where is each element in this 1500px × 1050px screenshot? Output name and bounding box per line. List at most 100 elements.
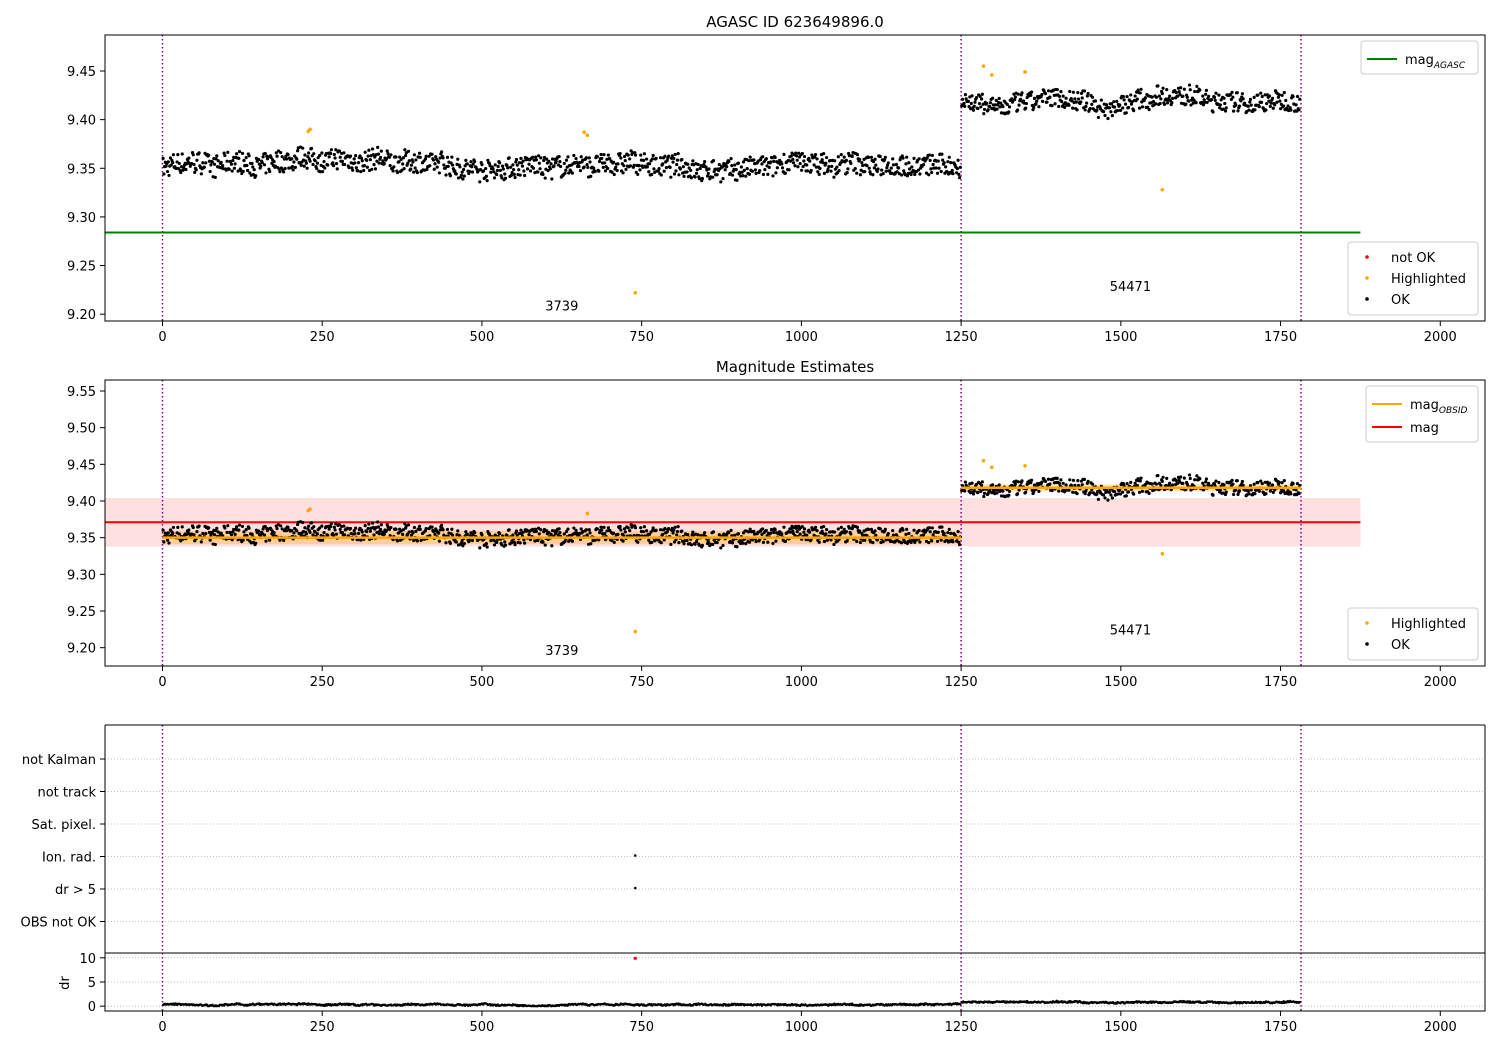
ok-point [299,163,303,167]
ok-point [790,151,794,155]
ok-point [469,160,473,164]
ok-point [430,525,434,529]
ok-point [284,529,289,533]
ok-point [600,528,604,532]
ok-point [881,540,885,544]
ok-point [1024,490,1028,494]
ok-point [739,165,743,169]
ok-point [1170,100,1174,105]
ok-point [331,164,336,168]
ok-point [1214,91,1218,95]
ok-point [333,528,337,532]
highlighted-point [633,629,638,634]
ok-point [1103,496,1107,500]
ok-point [637,164,641,168]
ok-point [527,533,531,537]
ok-point [633,151,637,155]
ok-point [548,167,552,171]
ok-point [963,104,967,108]
ok-point [595,155,599,159]
ok-point [290,157,294,161]
ok-point [282,170,286,174]
ok-point [1017,103,1021,107]
ok-point [219,531,223,535]
ok-point [636,540,640,544]
ok-point [979,483,984,488]
ok-point [245,534,249,538]
ok-point [999,101,1003,105]
ok-point [1174,90,1178,95]
ok-point [582,165,586,169]
ok-point [362,168,366,173]
ok-point [407,159,411,163]
ok-point [1279,107,1283,111]
ok-point [176,153,180,157]
ok-point [1249,488,1253,492]
x-tick-label: 2000 [1424,675,1457,690]
ok-point [282,538,286,542]
ok-point [891,163,896,167]
ok-point [939,538,943,542]
ok-point [1154,102,1158,106]
ok-point [1182,476,1186,480]
ok-point [462,541,466,546]
ok-point [1057,489,1061,493]
ok-point [664,166,669,170]
ok-point [236,169,240,173]
ok-point [991,483,995,487]
legend-marker-swatch [1365,621,1369,625]
ok-point [869,155,874,159]
x-tick-label: 500 [470,330,495,345]
ok-point [807,156,811,160]
ok-point [1195,474,1199,478]
ok-point [931,533,935,537]
ok-point [453,169,457,173]
ok-point [1188,476,1192,481]
ok-point [1118,488,1122,492]
ok-point [519,528,523,532]
ok-point [493,163,497,167]
ok-point [661,162,665,166]
ok-point [445,155,450,159]
ok-point [470,538,475,543]
y-tick-label: 9.25 [67,260,96,275]
ok-point [465,532,469,536]
ok-point [761,155,765,159]
ok-point [579,527,583,531]
ok-point [930,153,934,157]
ok-point [1037,489,1041,493]
ok-point [564,158,569,162]
ok-point [1259,91,1263,95]
ok-point [1013,482,1017,486]
ok-point [1187,99,1191,103]
ok-point [931,162,935,167]
ok-point [1029,93,1033,97]
ok-point [608,157,612,161]
legend-label: Highlighted [1391,617,1466,632]
ok-point [1048,482,1052,486]
ok-point [1080,96,1084,100]
ok-point [1235,91,1239,95]
ok-point [406,523,411,527]
ok-point [237,149,242,154]
ok-point [677,173,681,177]
ok-point [928,530,932,534]
ok-point [295,157,299,161]
ok-point [894,533,898,537]
ok-point [469,531,473,535]
ok-point [199,540,203,544]
ok-point [711,159,716,163]
ok-point [588,160,592,164]
ok-point [686,162,690,166]
ok-point [1109,493,1113,497]
ok-point [1193,89,1197,94]
ok-point [1090,102,1094,106]
ok-point [214,157,218,161]
ok-point [789,154,793,158]
ok-point [972,104,976,108]
ok-point [515,163,519,167]
ok-point [259,164,263,168]
ok-point [805,169,810,173]
ok-point [901,156,905,160]
ok-point [809,168,813,173]
